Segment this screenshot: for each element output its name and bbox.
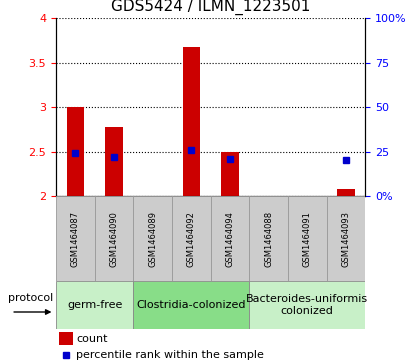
Bar (327, 196, 365, 281)
Bar (133, 281, 249, 329)
Text: germ-free: germ-free (67, 300, 122, 310)
Bar (337, 189, 354, 196)
Bar (221, 152, 239, 196)
Text: protocol: protocol (8, 293, 54, 303)
Text: percentile rank within the sample: percentile rank within the sample (76, 350, 264, 360)
Bar (210, 196, 249, 281)
Text: GSM1464088: GSM1464088 (264, 211, 273, 267)
Bar (172, 196, 210, 281)
Bar (59, 332, 73, 345)
Text: GSM1464090: GSM1464090 (110, 211, 119, 266)
Bar (56, 196, 95, 281)
Text: GSM1464087: GSM1464087 (71, 211, 80, 267)
Bar (67, 107, 84, 196)
Bar (105, 127, 123, 196)
Text: GSM1464091: GSM1464091 (303, 211, 312, 266)
Bar (288, 196, 327, 281)
Text: count: count (76, 334, 107, 343)
Text: Clostridia-colonized: Clostridia-colonized (137, 300, 246, 310)
Text: GSM1464089: GSM1464089 (148, 211, 157, 267)
Bar (95, 196, 133, 281)
Bar (133, 196, 172, 281)
Text: GSM1464094: GSM1464094 (225, 211, 234, 266)
Text: GSM1464092: GSM1464092 (187, 211, 196, 266)
Bar (183, 46, 200, 196)
Bar (249, 281, 365, 329)
Text: Bacteroides-uniformis
colonized: Bacteroides-uniformis colonized (246, 294, 368, 316)
Bar (249, 196, 288, 281)
Bar (56, 281, 133, 329)
Text: GSM1464093: GSM1464093 (342, 211, 350, 267)
Title: GDS5424 / ILMN_1223501: GDS5424 / ILMN_1223501 (111, 0, 310, 15)
